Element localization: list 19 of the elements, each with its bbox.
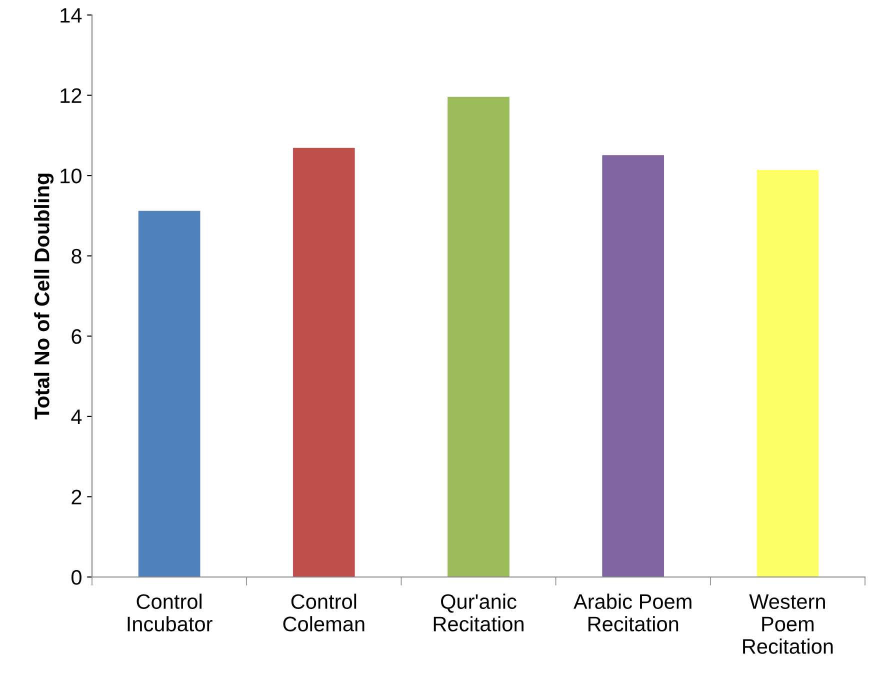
x-tick-label: Qur'anic Recitation xyxy=(434,594,524,632)
x-tick-label: Western Poem Recitation xyxy=(743,594,833,654)
x-tick-label: Arabic Poem Recitation xyxy=(574,594,692,632)
y-tick-label: 2 xyxy=(72,490,82,504)
bar xyxy=(292,148,355,577)
y-tick-label: 10 xyxy=(60,168,82,184)
bar xyxy=(448,96,510,577)
bar xyxy=(602,155,664,577)
bar xyxy=(756,170,819,577)
y-tick-label: 6 xyxy=(72,329,82,344)
y-tick-label: 12 xyxy=(60,88,82,103)
y-tick-label: 8 xyxy=(72,248,82,264)
y-tick-label: 0 xyxy=(72,570,82,585)
bar xyxy=(138,210,200,577)
y-tick-label: 4 xyxy=(71,410,82,424)
y-tick-label: 14 xyxy=(60,8,82,23)
x-tick-label: Control Incubator xyxy=(128,594,212,632)
y-axis-title: Total No of Cell Doubling xyxy=(34,174,54,420)
x-tick-label: Control Coleman xyxy=(283,594,364,632)
